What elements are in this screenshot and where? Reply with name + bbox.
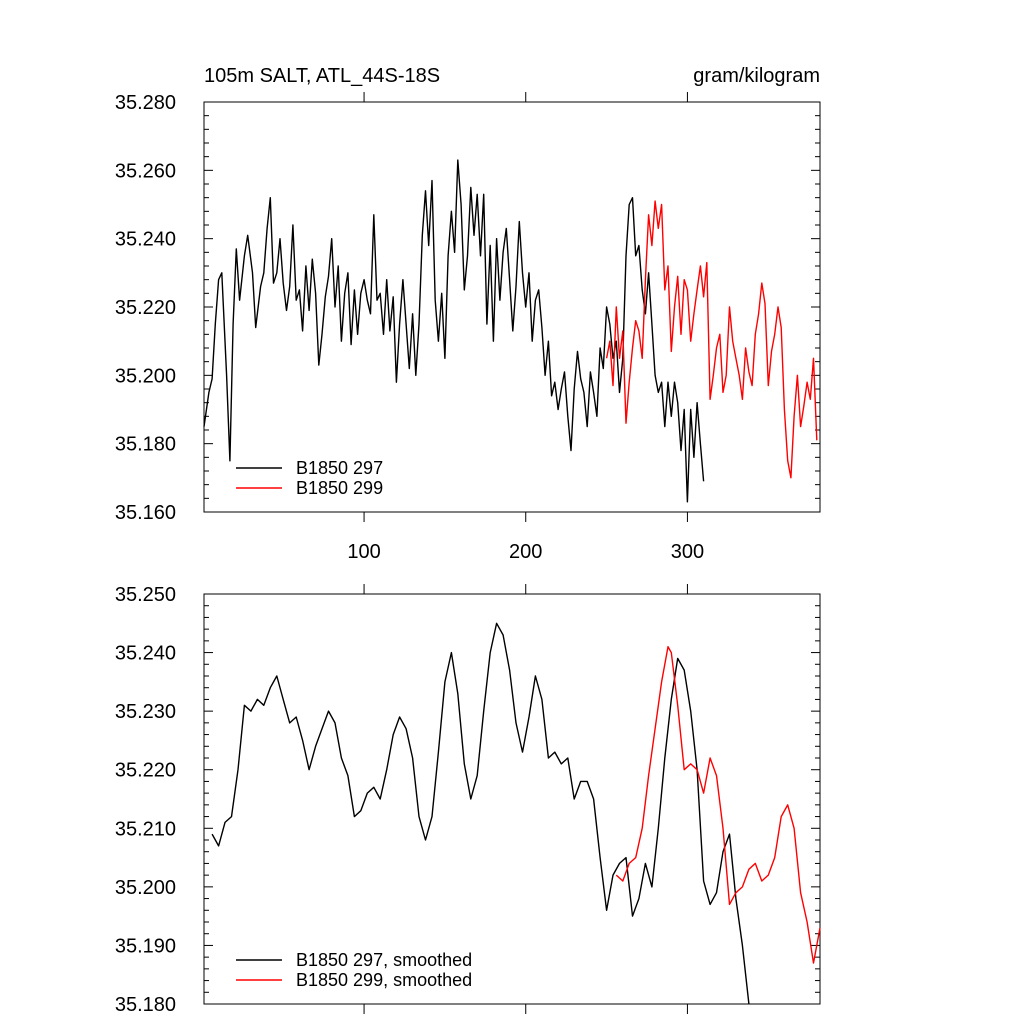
top-series-line-1 xyxy=(605,200,818,479)
top-series-layer xyxy=(203,159,818,503)
top-legend-label-0: B1850 297 xyxy=(296,458,383,478)
top-y-tick-label: 35.240 xyxy=(115,229,176,251)
bottom-chart-panel: 35.180 35.190 35.200 35.210 35.220 35.230 35.2… xyxy=(115,584,821,1016)
bottom-y-tick-label: 35.220 xyxy=(115,760,176,782)
bottom-axis-tick-labels: 35.180 35.190 35.200 35.210 35.220 35.230 35.2… xyxy=(115,584,176,1016)
bottom-y-tick-label: 35.190 xyxy=(115,935,176,957)
top-y-tick-label: 35.280 xyxy=(115,92,176,114)
bottom-series-line-0 xyxy=(211,622,750,1005)
top-y-tick-label: 35.220 xyxy=(115,297,176,319)
bottom-y-tick-label: 35.210 xyxy=(115,818,176,840)
top-axis-tick-labels: 35.160 35.180 35.200 35.220 35.240 35.260 35.2… xyxy=(115,92,704,563)
top-chart-units: gram/kilogram xyxy=(693,65,820,87)
bottom-series-line-1 xyxy=(615,646,821,964)
top-y-tick-label: 35.180 xyxy=(115,434,176,456)
top-chart-panel: 105m SALT, ATL_44S-18S gram/kilogram 35.… xyxy=(115,65,821,563)
bottom-axis-ticks xyxy=(204,584,820,1014)
bottom-series-layer xyxy=(211,622,821,1005)
bottom-legend-label-1: B1850 299, smoothed xyxy=(296,970,472,990)
top-x-tick-label: 100 xyxy=(347,541,380,563)
top-y-tick-label: 35.200 xyxy=(115,365,176,387)
bottom-y-tick-label: 35.250 xyxy=(115,584,176,606)
top-series-line-0 xyxy=(203,159,705,503)
bottom-y-tick-label: 35.180 xyxy=(115,994,176,1016)
top-axis-ticks xyxy=(204,92,820,522)
top-x-tick-label: 200 xyxy=(509,541,542,563)
bottom-legend-label-0: B1850 297, smoothed xyxy=(296,950,472,970)
bottom-y-tick-label: 35.230 xyxy=(115,701,176,723)
top-legend-label-1: B1850 299 xyxy=(296,478,383,498)
top-x-tick-label: 300 xyxy=(671,541,704,563)
bottom-y-tick-label: 35.200 xyxy=(115,877,176,899)
bottom-y-tick-label: 35.240 xyxy=(115,643,176,665)
top-chart-title: 105m SALT, ATL_44S-18S xyxy=(204,65,440,87)
top-y-tick-label: 35.160 xyxy=(115,502,176,524)
top-y-tick-label: 35.260 xyxy=(115,160,176,182)
bottom-plot-frame xyxy=(203,593,821,1005)
